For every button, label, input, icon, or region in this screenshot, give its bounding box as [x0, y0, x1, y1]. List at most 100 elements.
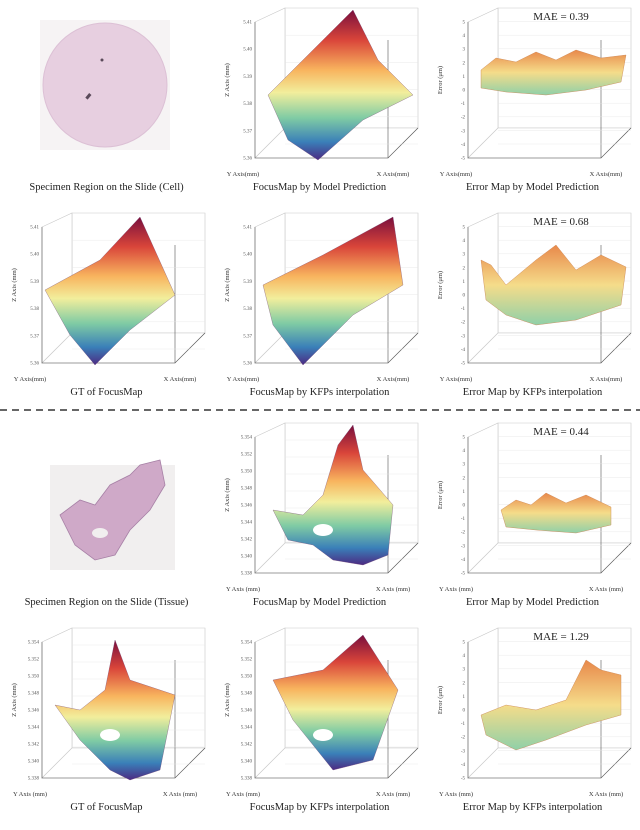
z-tick-label: 5.38	[243, 102, 252, 107]
x-axis-label: X Axis(mm)	[164, 376, 197, 383]
z-tick-label: 5.340	[241, 555, 253, 560]
z-tick-label: 1	[463, 280, 466, 285]
z-tick-label: 5.348	[241, 692, 253, 697]
z-axis-label: Z Axis (mm)	[224, 683, 231, 717]
z-tick-label: 5.346	[28, 709, 40, 714]
z-tick-label: -1	[461, 307, 466, 312]
z-tick-label: 5.344	[241, 521, 253, 526]
z-tick-label: 5.344	[28, 726, 40, 731]
mae-label: MAE = 0.68	[533, 216, 589, 228]
z-tick-label: 5	[463, 641, 466, 646]
box-edge	[467, 642, 632, 779]
z-tick-label: 4	[463, 449, 466, 454]
focus-surface	[262, 216, 404, 366]
z-tick-label: 5.36	[243, 157, 252, 162]
caption: Error Map by Model Prediction	[466, 597, 600, 608]
z-tick-label: -2	[461, 321, 466, 326]
z-tick-label: 5.40	[243, 48, 252, 53]
z-tick-label: 5.348	[241, 487, 253, 492]
z-tick-label: 1	[463, 75, 466, 80]
x-axis-label: X Axis(mm)	[377, 376, 410, 383]
z-tick-label: 5.346	[241, 504, 253, 509]
surface-hole	[313, 729, 333, 741]
z-tick-label: 5.39	[243, 75, 252, 80]
z-tick-label: 0	[463, 504, 466, 509]
z-tick-label: 5.342	[241, 538, 253, 543]
z-tick-label: -1	[461, 102, 466, 107]
z-tick-label: 3	[463, 668, 466, 673]
box-edge	[41, 227, 206, 364]
z-tick-label: 5.38	[30, 307, 39, 312]
z-tick-label: 5.38	[243, 307, 252, 312]
x-axis-label: X Axis (mm)	[376, 791, 410, 798]
box-edge	[254, 437, 419, 574]
y-axis-label: Y Axis(mm)	[227, 171, 259, 178]
caption: FocusMap by KFPs interpolation	[250, 802, 390, 813]
z-tick-label: 2	[463, 681, 466, 686]
z-tick-label: 5.350	[28, 675, 40, 680]
specimen-image	[59, 459, 166, 561]
caption: FocusMap by KFPs interpolation	[250, 387, 390, 398]
z-tick-label: 2	[463, 61, 466, 66]
z-tick-label: 5.342	[28, 743, 40, 748]
z-tick-label: 5.40	[243, 253, 252, 258]
z-tick-label: 5.36	[30, 362, 39, 367]
z-tick-label: 2	[463, 476, 466, 481]
y-axis-label: Y Axis (mm)	[439, 791, 473, 798]
z-axis-label: Z Axis (mm)	[11, 268, 18, 302]
z-axis-label: Z Axis (mm)	[224, 478, 231, 512]
z-axis-label: Z Axis (mm)	[224, 63, 231, 97]
caption: GT of FocusMap	[70, 387, 142, 398]
z-tick-label: 5.338	[241, 572, 253, 577]
z-tick-label: 5.40	[30, 253, 39, 258]
z-tick-label: 1	[463, 490, 466, 495]
z-tick-label: 5.352	[28, 658, 40, 663]
mae-label: MAE = 0.44	[533, 426, 589, 438]
z-tick-label: 5.41	[243, 226, 252, 231]
z-tick-label: -3	[461, 334, 466, 339]
z-tick-label: 4	[463, 654, 466, 659]
focus-surface	[44, 216, 176, 366]
z-tick-label: 1	[463, 695, 466, 700]
z-tick-label: -5	[461, 572, 466, 577]
z-tick-label: -3	[461, 544, 466, 549]
z-tick-label: 5.354	[28, 641, 40, 646]
box-edge	[254, 22, 419, 159]
z-tick-label: 5.350	[241, 675, 253, 680]
y-axis-label: Y Axis(mm)	[227, 376, 259, 383]
z-tick-label: -1	[461, 722, 466, 727]
z-axis-label: Error (μm)	[437, 481, 444, 509]
focus-surface	[272, 424, 394, 566]
y-axis-label: Y Axis(mm)	[440, 171, 472, 178]
x-axis-label: X Axis(mm)	[590, 171, 623, 178]
specimen-hole	[92, 528, 108, 538]
z-tick-label: 5.354	[241, 436, 253, 441]
y-axis-label: Y Axis (mm)	[439, 586, 473, 593]
z-tick-label: -3	[461, 749, 466, 754]
error-surface	[500, 492, 612, 534]
z-tick-label: -4	[461, 763, 466, 768]
z-tick-label: 5.340	[28, 760, 40, 765]
box-edge	[254, 227, 419, 364]
z-tick-label: 5.348	[28, 692, 40, 697]
z-tick-label: 5.346	[241, 709, 253, 714]
z-axis-label: Z Axis (mm)	[11, 683, 18, 717]
z-tick-label: 5.344	[241, 726, 253, 731]
z-tick-label: 5.39	[243, 280, 252, 285]
z-axis-label: Error (μm)	[437, 66, 444, 94]
z-tick-label: 5.37	[243, 129, 252, 134]
z-tick-label: -2	[461, 531, 466, 536]
z-tick-label: 0	[463, 294, 466, 299]
z-tick-label: 5.342	[241, 743, 253, 748]
y-axis-label: Y Axis (mm)	[13, 791, 47, 798]
caption: FocusMap by Model Prediction	[253, 597, 387, 608]
caption: Specimen Region on the Slide (Cell)	[29, 182, 184, 193]
z-tick-label: 5.340	[241, 760, 253, 765]
x-axis-label: X Axis (mm)	[376, 586, 410, 593]
box-edge	[254, 642, 419, 779]
z-tick-label: -5	[461, 362, 466, 367]
caption: GT of FocusMap	[70, 802, 142, 813]
error-surface	[480, 244, 627, 326]
z-tick-label: 5.37	[30, 334, 39, 339]
